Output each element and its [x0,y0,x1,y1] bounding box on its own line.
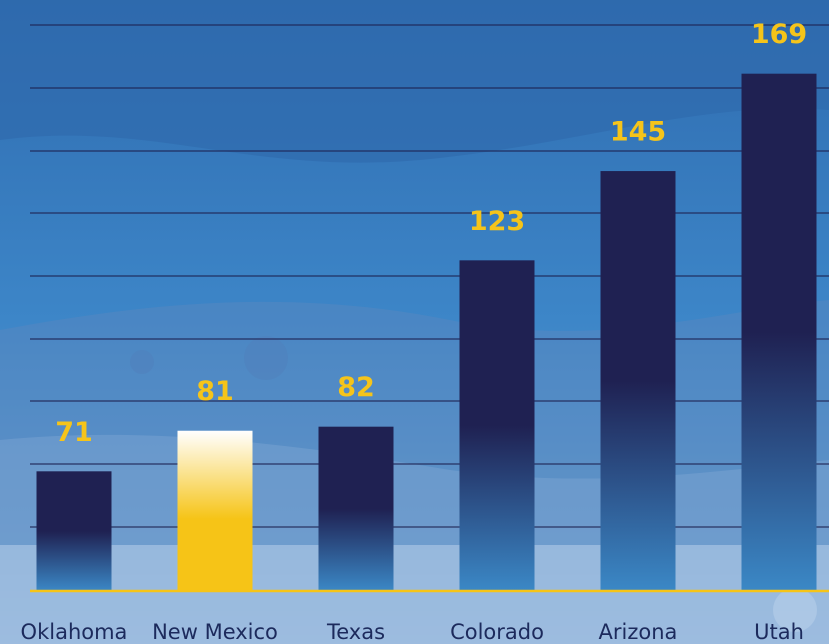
value-label: 81 [196,376,234,407]
x-tick-label: Utah [754,620,804,644]
x-tick-label: New Mexico [152,620,278,644]
bar [319,427,394,591]
value-label: 145 [610,117,666,148]
bubble [130,350,154,374]
x-tick-label: Oklahoma [21,620,128,644]
value-label: 169 [751,19,807,50]
x-tick-label: Colorado [450,620,544,644]
bar [601,171,676,591]
bar [742,74,817,591]
value-label: 71 [55,417,93,448]
bar [37,471,112,591]
value-label: 82 [337,372,375,403]
value-label: 123 [469,206,525,237]
chart: 71 Oklahoma 81 New Mexico 82 Texas 123 Colorado… [0,0,829,644]
bar [178,431,253,591]
x-tick-label: Texas [326,620,385,644]
page: {"chart_data": {"type": "bar", "categori… [0,0,829,644]
x-tick-label: Arizona [599,620,678,644]
bubble [244,336,288,380]
bar [460,260,535,591]
